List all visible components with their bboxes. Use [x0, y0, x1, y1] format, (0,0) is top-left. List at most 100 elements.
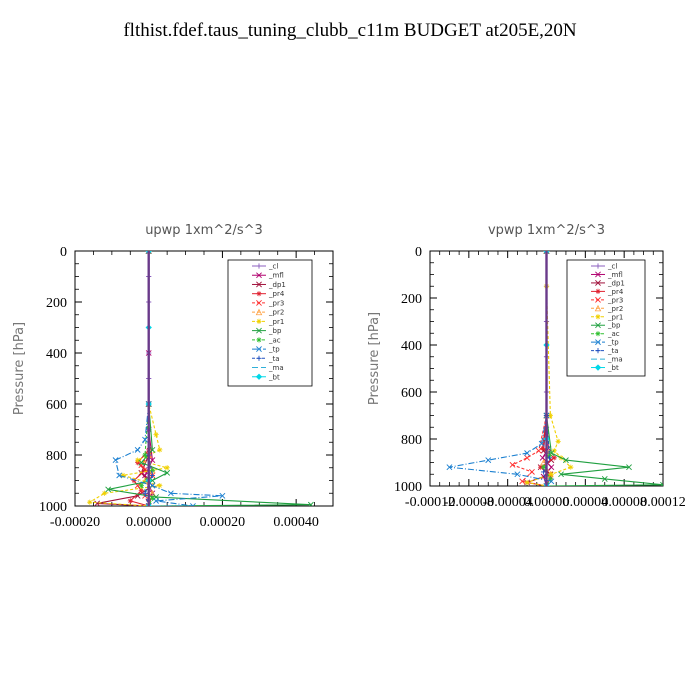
legend-label: _pr1	[268, 318, 284, 326]
legend-marker-mfl	[595, 271, 601, 278]
legend-marker-tp	[595, 339, 601, 346]
data-point-ac	[142, 452, 148, 458]
data-point-ac	[138, 483, 144, 489]
y-tick-label: 200	[401, 292, 422, 307]
panel-title: upwp 1xm^2/s^3	[145, 223, 263, 238]
data-point-pr4	[540, 445, 546, 451]
x-tick-label: 0.00008	[601, 495, 647, 510]
legend-marker-ta	[256, 355, 262, 361]
data-point-tp	[167, 490, 174, 497]
data-point-pr1	[164, 465, 170, 471]
legend-label: _mfl	[607, 271, 623, 279]
legend-label: _pr4	[607, 288, 624, 296]
series-line-tp	[449, 251, 553, 486]
data-point-pr4	[127, 498, 133, 504]
x-tick-label: -0.00012	[405, 495, 455, 510]
legend-marker-pr3	[256, 300, 262, 306]
legend-label: _cl	[607, 263, 617, 271]
legend-marker-pr1	[595, 314, 601, 320]
data-point-pr4	[551, 455, 557, 461]
data-point-mfl	[142, 472, 148, 479]
data-point-tp	[219, 492, 226, 499]
x-tick-label: 0.00000	[126, 515, 172, 530]
legend-label: _pr4	[268, 290, 285, 298]
x-tick-label: 0.00020	[200, 515, 246, 530]
data-point-dp1	[94, 500, 101, 506]
legend-marker-pr2	[255, 308, 263, 316]
x-tick-label: -0.00004	[483, 495, 533, 510]
data-point-mfl	[539, 454, 546, 461]
legend: _cl_mfl_dp1_pr4_pr3_pr2_pr1_bp_ac_tp_ta_…	[227, 259, 313, 387]
data-point-ac	[149, 467, 155, 473]
legend-marker-mfl	[256, 272, 262, 279]
data-point-tp	[145, 251, 152, 254]
series-line-pr4	[129, 251, 150, 506]
data-point-bp	[105, 486, 112, 493]
data-point-tp	[485, 457, 492, 464]
data-point-ta	[142, 490, 148, 496]
data-point-bp	[149, 477, 156, 484]
data-point-bp	[164, 469, 171, 476]
data-point-pr3	[524, 454, 531, 461]
page-title: flthist.fdef.taus_tuning_clubb_c11m BUDG…	[123, 20, 577, 41]
x-tick-label: 0.00004	[563, 495, 609, 510]
vpwp-panel: vpwp 1xm^2/s^3 Pressure [hPa] 0 200 400 600 80…	[367, 223, 686, 510]
data-point-pr1	[153, 432, 159, 438]
legend-marker-tp	[256, 346, 262, 352]
data-point-pr1	[551, 448, 557, 454]
legend-marker-dp1	[256, 281, 262, 288]
data-point-tp	[153, 497, 160, 504]
data-point-tp	[134, 446, 141, 453]
legend-label: _bp	[607, 322, 621, 330]
data-point-pr1	[101, 490, 108, 496]
legend-box	[566, 259, 646, 377]
legend-label: _dp1	[607, 279, 625, 287]
legend-label: _bp	[268, 327, 282, 335]
series-group	[87, 251, 314, 506]
data-point-ac	[547, 476, 553, 482]
data-point-tp	[446, 464, 453, 471]
y-tick-label: 800	[46, 449, 67, 464]
x-tick-label: -0.00020	[50, 515, 100, 530]
legend-label: _pr2	[607, 305, 623, 313]
data-point-mfl	[548, 464, 555, 471]
data-point-pr1	[547, 412, 553, 419]
data-point-pr4	[142, 467, 148, 473]
legend-label: _tp	[607, 339, 619, 347]
legend-marker-ta	[595, 348, 601, 354]
data-point-tp	[514, 471, 521, 478]
legend-label: _cl	[268, 263, 278, 271]
data-point-pr1	[548, 471, 554, 477]
legend-label: _pr3	[607, 296, 623, 304]
y-tick-label: 600	[401, 386, 422, 401]
data-point-pr3	[529, 468, 535, 475]
legend-marker-ac	[595, 331, 601, 337]
legend: _cl_mfl_dp1_pr4_pr3_pr2_pr1_bp_ac_tp_ta_…	[566, 259, 646, 377]
y-axis-title: Pressure [hPa]	[367, 312, 382, 405]
data-point-tp	[190, 503, 196, 506]
legend-marker-pr3	[595, 296, 601, 303]
y-tick-label: 200	[46, 296, 67, 311]
data-point-pr3	[519, 478, 526, 485]
legend-label: _pr3	[268, 299, 284, 307]
series-group	[446, 251, 663, 486]
data-point-tp	[524, 450, 531, 457]
data-point-pr1	[87, 499, 93, 505]
upwp-panel: upwp 1xm^2/s^3 Pressure [hPa] 0 200 400 600 80…	[12, 223, 334, 530]
data-point-tp	[538, 440, 545, 447]
data-point-tp	[149, 482, 156, 489]
legend-label: _bt	[607, 364, 619, 372]
data-point-pr3	[509, 461, 516, 468]
legend-label: _mfl	[268, 272, 284, 280]
data-point-pr1	[135, 457, 141, 463]
legend-label: _tp	[268, 346, 280, 354]
data-point-pr1	[555, 438, 561, 444]
y-tick-label: 0	[415, 245, 422, 260]
legend-label: _dp1	[268, 281, 286, 289]
x-tick-label: 0.00012	[640, 495, 686, 510]
data-point-pr1	[157, 483, 163, 489]
y-axis-title: Pressure [hPa]	[12, 322, 27, 415]
data-point-tp	[112, 457, 119, 464]
data-point-pr4	[538, 464, 544, 470]
